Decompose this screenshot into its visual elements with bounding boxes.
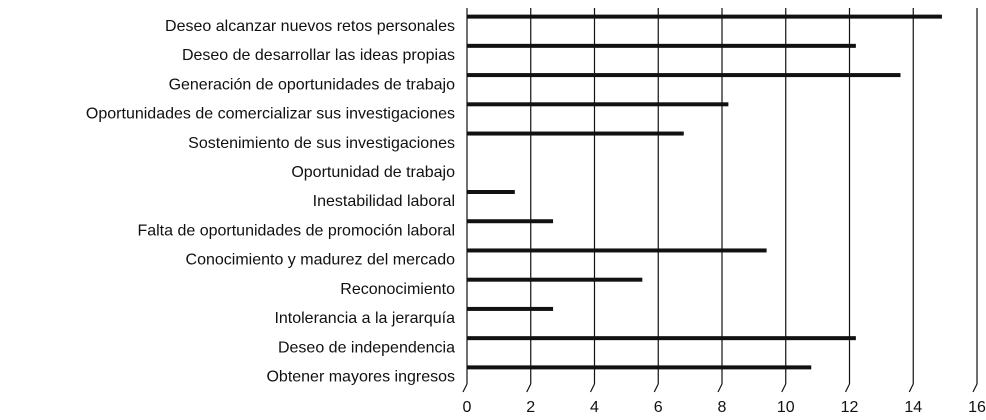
- x-tick-label: 16: [968, 399, 986, 416]
- tick-mark: [526, 383, 532, 393]
- tick-mark: [589, 383, 596, 393]
- y-tick-label: Deseo alcanzar nuevos retos personales: [165, 18, 455, 35]
- bar: [467, 190, 515, 194]
- y-tick-label: Oportunidades de comercializar sus inves…: [86, 106, 455, 123]
- bar: [467, 131, 684, 136]
- y-tick-label: Deseo de desarrollar las ideas propias: [182, 47, 455, 64]
- x-tick-label: 2: [526, 399, 535, 416]
- tick-mark: [781, 383, 787, 393]
- tick-mark: [653, 383, 659, 393]
- tick-mark: [844, 383, 851, 393]
- y-tick-label: Sostenimiento de sus investigaciones: [188, 135, 455, 152]
- tick-mark: [908, 383, 914, 393]
- y-tick-label: Reconocimiento: [340, 281, 455, 298]
- y-tick-label: Falta de oportunidades de promoción labo…: [137, 222, 455, 239]
- y-tick-label: Oportunidad de trabajo: [291, 164, 455, 181]
- y-tick-label: Conocimiento y madurez del mercado: [186, 252, 456, 269]
- bar: [467, 306, 554, 311]
- y-tick-label: Deseo de independencia: [278, 339, 455, 356]
- y-tick-label: Intolerancia a la jerarquía: [274, 310, 455, 327]
- x-tick-label: 8: [718, 399, 727, 416]
- x-tick-label: 12: [841, 399, 859, 416]
- bar: [467, 277, 643, 282]
- bar: [467, 73, 901, 78]
- bar: [467, 336, 856, 341]
- x-tick-label: 0: [463, 399, 472, 416]
- bar: [467, 248, 767, 253]
- tick-mark: [717, 383, 723, 393]
- tick-mark: [462, 383, 468, 393]
- bar: [467, 14, 942, 19]
- x-tick-label: 6: [654, 399, 663, 416]
- bar: [467, 365, 812, 370]
- bar: [467, 43, 856, 48]
- x-tick-label: 10: [777, 399, 795, 416]
- y-tick-label: Obtener mayores ingresos: [266, 369, 455, 386]
- bar: [467, 219, 554, 224]
- bar: [467, 102, 729, 107]
- y-tick-label: Inestabilidad laboral: [313, 193, 455, 210]
- tick-mark: [972, 383, 978, 393]
- x-tick-label: 14: [904, 399, 922, 416]
- x-tick-label: 4: [590, 399, 599, 416]
- y-tick-label: Generación de oportunidades de trabajo: [169, 76, 456, 93]
